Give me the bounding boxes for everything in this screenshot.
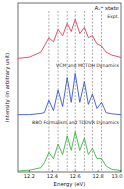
- spectrum-line: [18, 73, 121, 114]
- reference-line: [101, 11, 102, 172]
- x-tick-label: 13.0: [111, 173, 122, 179]
- figure: Expt. A₂⁺ state VCM and MCTDH Dynamics Inte…: [0, 0, 124, 189]
- series-label: Expt.: [107, 14, 119, 19]
- spectrum-line: [18, 19, 121, 58]
- x-tick-label: 12.6: [70, 173, 81, 179]
- reference-line: [67, 11, 68, 172]
- x-tick: [75, 170, 76, 172]
- spectrum-line: [18, 132, 121, 171]
- title: A₂⁺ state: [94, 5, 119, 11]
- x-axis-label: Energy (eV): [54, 181, 86, 188]
- plot-area: [18, 132, 121, 171]
- x-tick: [52, 170, 53, 172]
- x-tick: [98, 170, 99, 172]
- plot-area: [18, 73, 121, 114]
- plot-area: [18, 19, 121, 58]
- x-tick: [29, 170, 30, 172]
- plot-frame: [18, 3, 121, 172]
- x-tick-label: 12.2: [24, 173, 35, 179]
- series-label: BBO Formalism and TDDVR Dynamics: [32, 120, 120, 125]
- reference-line: [75, 11, 76, 172]
- x-tick: [121, 170, 122, 172]
- series-label: VCM and MCTDH Dynamics: [56, 63, 120, 68]
- reference-line: [48, 11, 49, 172]
- y-axis-label: Intensity (in arbitrary unit): [4, 53, 11, 122]
- reference-line: [84, 11, 85, 172]
- x-tick-label: 12.4: [47, 173, 58, 179]
- x-tick-label: 12.8: [93, 173, 104, 179]
